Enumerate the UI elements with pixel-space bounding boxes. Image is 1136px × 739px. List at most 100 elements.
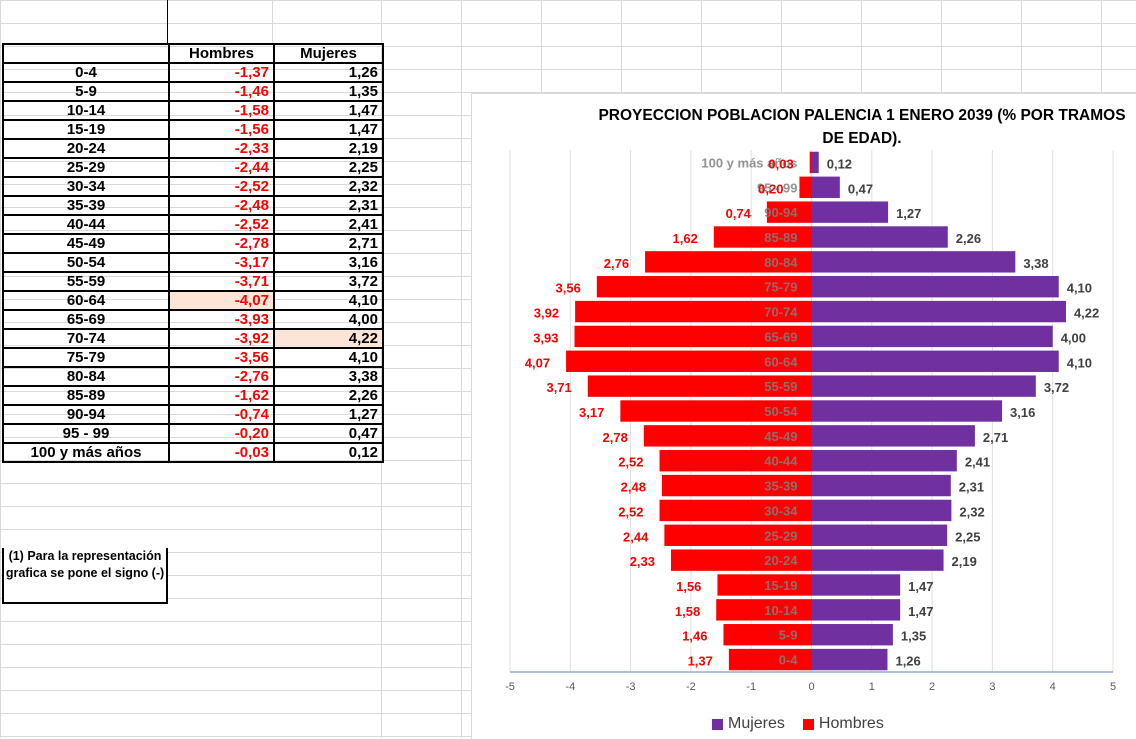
cell-h[interactable]: -1,62 [168,385,275,406]
cell-age[interactable]: 85-89 [2,385,170,406]
cell-age[interactable]: 40-44 [2,214,170,235]
cell-m[interactable]: 1,27 [273,404,384,425]
x-tick-label: -2 [686,681,696,693]
cell-m[interactable]: 4,00 [273,309,384,330]
cell-h[interactable]: -2,78 [168,233,275,254]
cell-m[interactable]: 2,19 [273,138,384,159]
table-note[interactable]: (1) Para la representación grafica se po… [2,548,168,604]
cell-age[interactable]: 80-84 [2,366,170,387]
cell-h[interactable]: -2,52 [168,176,275,197]
cell-age[interactable]: 70-74 [2,328,170,349]
table-row: 85-89 -1,62 2,26 [2,385,384,406]
cell-age[interactable]: 90-94 [2,404,170,425]
cell-age[interactable]: 75-79 [2,347,170,368]
bar-mujeres [811,599,901,621]
table-row: 95 - 99 -0,20 0,47 [2,423,384,444]
cell-h[interactable]: -1,46 [168,81,275,102]
cell-h[interactable]: -2,76 [168,366,275,387]
header-age[interactable] [2,43,170,64]
cell-age[interactable]: 95 - 99 [2,423,170,444]
bar-mujeres [811,524,948,546]
table-row: 20-24 -2,33 2,19 [2,138,384,159]
data-label-mujeres: 4,00 [1061,330,1086,345]
bar-hombres [717,574,812,596]
cell-h[interactable]: -1,56 [168,119,275,140]
cell-age[interactable]: 15-19 [2,119,170,140]
cell-h[interactable]: -2,48 [168,195,275,216]
cell-h[interactable]: -0,74 [168,404,275,425]
cell-m[interactable]: 1,47 [273,119,384,140]
cell-m[interactable]: 1,47 [273,100,384,121]
header-hombres[interactable]: Hombres [168,43,275,64]
data-label-hombres: 2,78 [603,430,628,445]
cell-m[interactable]: 0,47 [273,423,384,444]
cell-h[interactable]: -3,56 [168,347,275,368]
cell-age[interactable]: 5-9 [2,81,170,102]
cell-h[interactable]: -1,58 [168,100,275,121]
data-label-mujeres: 1,47 [908,579,933,594]
cell-h[interactable]: -1,37 [168,62,275,83]
data-label-hombres: 1,58 [675,604,700,619]
cell-m[interactable]: 2,71 [273,233,384,254]
cell-m[interactable]: 0,12 [273,442,384,463]
cell-m[interactable]: 2,31 [273,195,384,216]
header-mujeres[interactable]: Mujeres [273,43,384,64]
cell-age[interactable]: 30-34 [2,176,170,197]
cell-age[interactable]: 65-69 [2,309,170,330]
cell-m[interactable]: 2,32 [273,176,384,197]
column-divider [541,0,542,93]
cell-h[interactable]: -0,20 [168,423,275,444]
bar-mujeres [811,151,819,174]
bar-mujeres [811,648,888,671]
cell-age[interactable]: 20-24 [2,138,170,159]
bar-hombres [574,325,812,348]
cell-h[interactable]: -3,93 [168,309,275,330]
cell-m[interactable]: 2,26 [273,385,384,406]
cell-age[interactable]: 10-14 [2,100,170,121]
cell-m[interactable]: 4,22 [273,328,384,349]
table-row: 30-34 -2,52 2,32 [2,176,384,197]
cell-age[interactable]: 60-64 [2,290,170,311]
cell-h[interactable]: -3,92 [168,328,275,349]
data-label-mujeres: 2,26 [956,231,981,246]
category-label: 30-34 [764,503,798,518]
bar-mujeres [811,549,944,571]
cell-age[interactable]: 50-54 [2,252,170,273]
data-label-mujeres: 2,25 [955,529,980,544]
cell-m[interactable]: 1,26 [273,62,384,83]
bar-hombres [766,201,812,223]
legend-hombres[interactable]: Hombres [802,715,884,733]
cell-h[interactable]: -2,33 [168,138,275,159]
cell-m[interactable]: 3,38 [273,366,384,387]
cell-h[interactable]: -0,03 [168,442,275,463]
table-row: 75-79 -3,56 4,10 [2,347,384,368]
cell-m[interactable]: 3,72 [273,271,384,292]
cell-m[interactable]: 2,41 [273,214,384,235]
cell-age[interactable]: 100 y más años [2,442,170,463]
cell-h[interactable]: -2,52 [168,214,275,235]
cell-age[interactable]: 0-4 [2,62,170,83]
cell-age[interactable]: 35-39 [2,195,170,216]
bar-mujeres [811,450,957,472]
cell-age[interactable]: 45-49 [2,233,170,254]
cell-age[interactable]: 25-29 [2,157,170,178]
cell-m[interactable]: 4,10 [273,290,384,311]
cell-h[interactable]: -4,07 [168,290,275,311]
cell-h[interactable]: -2,44 [168,157,275,178]
population-pyramid-chart[interactable]: PROYECCION POBLACION PALENCIA 1 ENERO 20… [471,93,1136,739]
cell-m[interactable]: 2,25 [273,157,384,178]
legend-mujeres[interactable]: Mujeres [712,715,785,733]
data-label-mujeres: 2,32 [959,504,984,519]
cell-m[interactable]: 4,10 [273,347,384,368]
data-label-hombres: 2,52 [618,504,643,519]
cell-m[interactable]: 3,16 [273,252,384,273]
cell-h[interactable]: -3,17 [168,252,275,273]
x-tick-label: 1 [869,681,875,693]
cell-h[interactable]: -3,71 [168,271,275,292]
cell-age[interactable]: 55-59 [2,271,170,292]
category-label: 20-24 [764,553,798,568]
cell-m[interactable]: 1,35 [273,81,384,102]
bar-mujeres [811,574,901,596]
column-divider [941,0,942,93]
